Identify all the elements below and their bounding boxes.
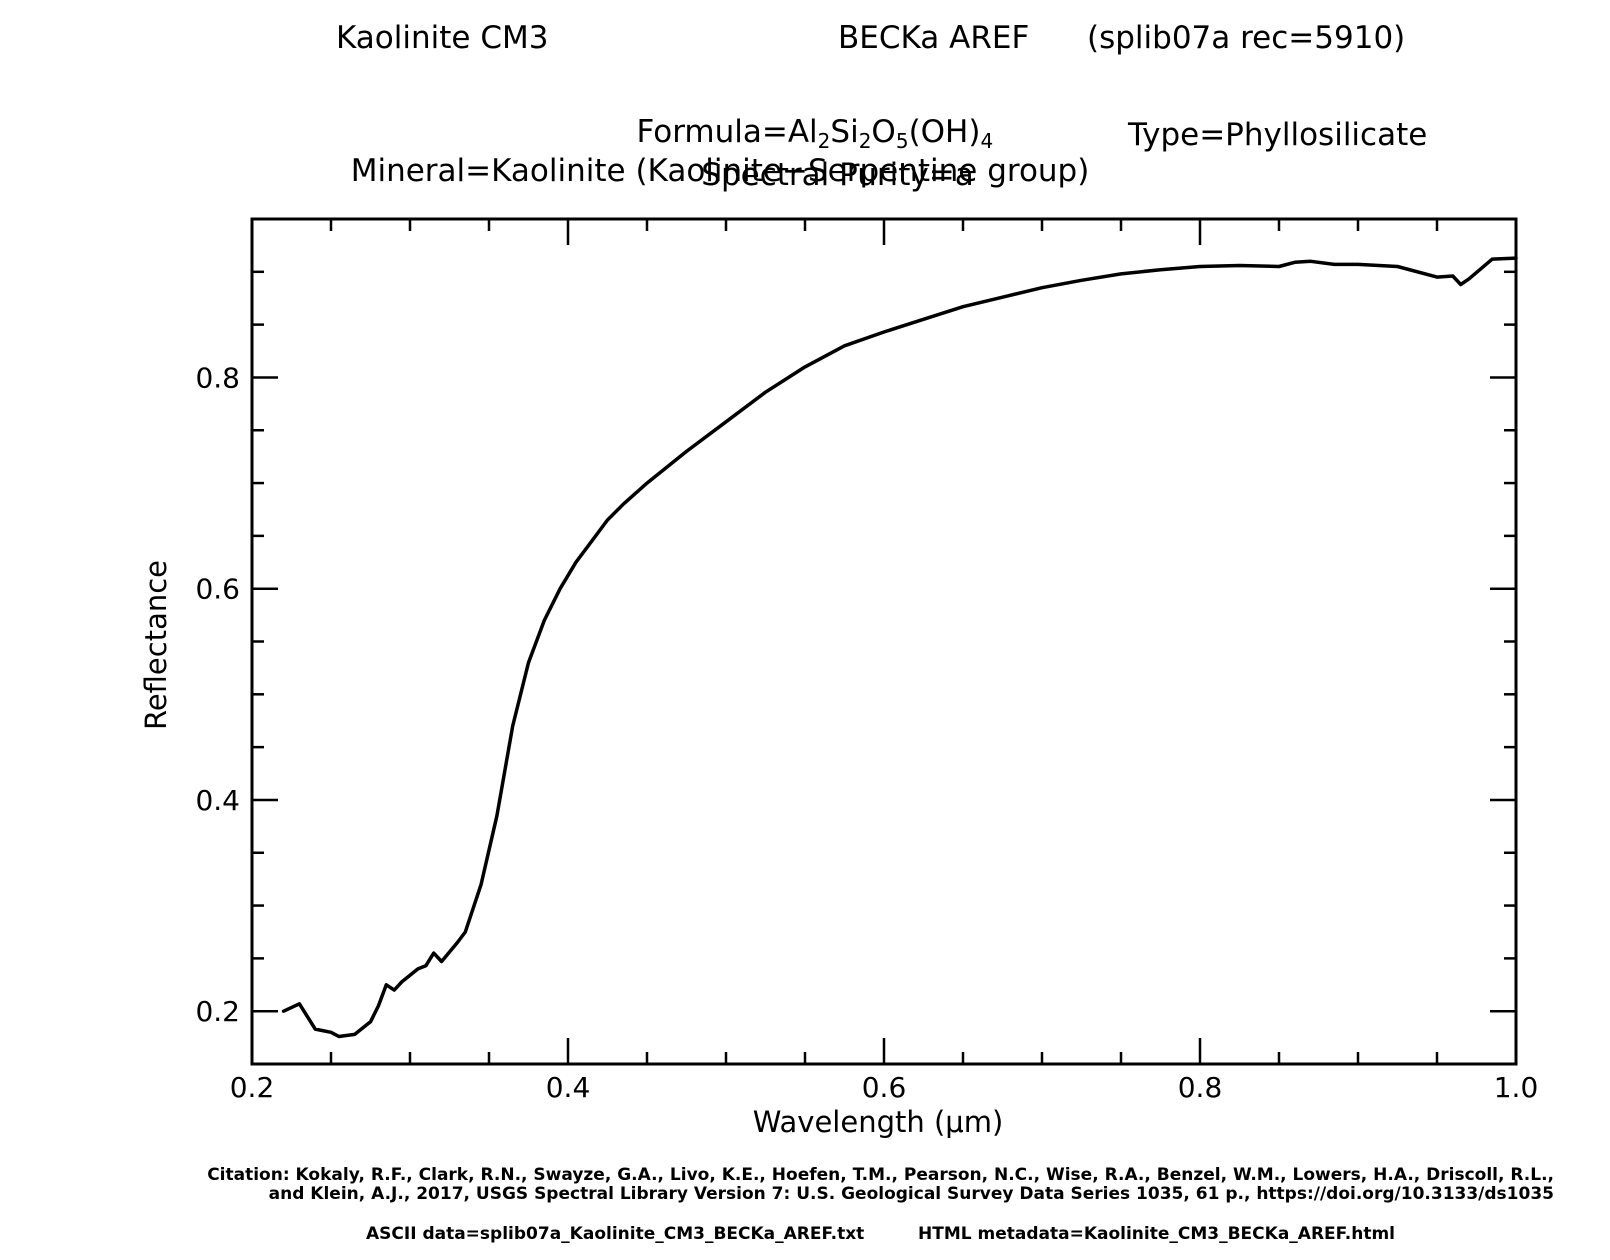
citation-line-1: Citation: Kokaly, R.F., Clark, R.N., Swa… <box>207 1165 1554 1185</box>
spectrum-name: BECKa AREF <box>838 20 1030 56</box>
citation-line-2: and Klein, A.J., 2017, USGS Spectral Lib… <box>268 1184 1554 1204</box>
ascii-data-filename: ASCII data=splib07a_Kaolinite_CM3_BECKa_… <box>366 1224 865 1244</box>
html-metadata-filename: HTML metadata=Kaolinite_CM3_BECKa_AREF.h… <box>918 1224 1395 1244</box>
plot-frame <box>250 217 1518 1066</box>
y-tick-label: 0.4 <box>195 784 240 817</box>
y-tick-label: 0.6 <box>195 573 240 606</box>
x-tick-label: 0.2 <box>230 1071 275 1104</box>
spectral-purity: Spectral Purity=a <box>701 157 974 193</box>
reflectance-series-line <box>281 256 1518 1039</box>
y-tick-label: 0.2 <box>195 995 240 1028</box>
formula: Formula=Al2Si2O5(OH)4 <box>636 114 994 153</box>
mineral-line: Mineral=Kaolinite (Kaolinite−Serpentine … <box>331 117 1090 189</box>
x-tick-label: 0.8 <box>1178 1071 1223 1104</box>
x-tick-label: 1.0 <box>1494 1071 1539 1104</box>
y-axis-label: Reflectance <box>139 560 173 730</box>
mineral-text: Mineral=Kaolinite (Kaolinite−Serpentine … <box>350 153 1090 189</box>
x-tick-label: 0.6 <box>862 1071 907 1104</box>
x-tick-label: 0.4 <box>546 1071 591 1104</box>
y-tick-label: 0.8 <box>195 361 240 394</box>
sample-name: Kaolinite CM3 <box>336 20 549 56</box>
x-axis-label: Wavelength (μm) <box>753 1105 1004 1139</box>
type-text: Type=Phyllosilicate <box>1128 117 1428 153</box>
record-id: (splib07a rec=5910) <box>1087 20 1406 56</box>
